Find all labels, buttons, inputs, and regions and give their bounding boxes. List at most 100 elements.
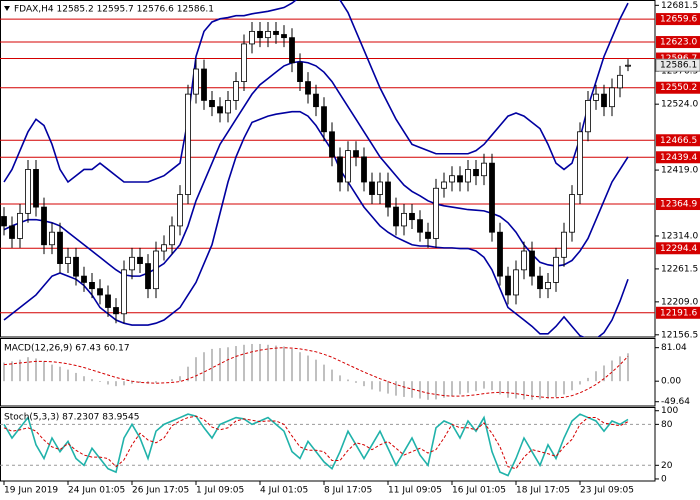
- y-tick-label: 12576.5: [661, 67, 698, 77]
- macd-bar: [627, 353, 629, 382]
- level-label: 12191.6: [660, 308, 697, 318]
- macd-bar: [131, 381, 133, 384]
- y-tick-label: 12209.0: [661, 297, 698, 307]
- y-tick-label: -49.64: [661, 397, 690, 407]
- macd-bar: [99, 381, 101, 383]
- menu-arrow: [4, 6, 10, 11]
- macd-bar: [155, 381, 157, 383]
- candle-body: [617, 74, 623, 89]
- candle-body: [241, 43, 247, 82]
- candle-body: [89, 282, 95, 290]
- y-tick-label: 12261.5: [661, 264, 698, 274]
- macd-bar: [259, 343, 261, 382]
- candle-body: [305, 81, 311, 95]
- candle-body: [289, 37, 295, 64]
- macd-bar: [267, 344, 269, 382]
- candle-body: [353, 150, 359, 158]
- candle-body: [441, 181, 447, 189]
- macd-bar: [35, 358, 37, 382]
- level-label-bg: [656, 36, 700, 49]
- x-tick-label: 24 Jun 01:05: [68, 486, 125, 496]
- macd-bar: [563, 381, 565, 395]
- candle-body: [145, 263, 151, 290]
- candle-body: [545, 282, 551, 290]
- macd-bar: [371, 381, 373, 390]
- candle-body: [73, 256, 79, 277]
- y-tick-label: 80: [661, 420, 673, 430]
- macd-bar: [507, 381, 509, 398]
- macd-bar: [611, 360, 613, 382]
- macd-bar: [403, 381, 405, 397]
- candle-body: [49, 231, 55, 246]
- main-frame: [0, 0, 656, 338]
- macd-bar: [315, 359, 317, 382]
- macd-bar: [387, 381, 389, 394]
- candle-body: [529, 250, 535, 277]
- macd-bar: [523, 381, 525, 400]
- y-tick-label: 20: [661, 461, 673, 471]
- stoch-main: [3, 413, 629, 477]
- candle-body: [249, 30, 255, 45]
- candle-body: [585, 100, 591, 133]
- macd-title: MACD(12,26,9) 67.43 60.17: [4, 344, 130, 354]
- macd-bar: [275, 345, 277, 382]
- candle-body: [273, 30, 279, 35]
- candle-body: [121, 269, 127, 315]
- level-label: 12466.5: [660, 136, 697, 146]
- candle-body: [297, 62, 303, 82]
- macd-bar: [123, 381, 125, 386]
- candle-body: [481, 162, 487, 177]
- candle-body: [433, 187, 439, 239]
- y-tick-label: 81.04: [661, 343, 687, 353]
- level-label-bg: [656, 151, 700, 164]
- level-label-bg: [656, 134, 700, 147]
- macd-bar: [435, 381, 437, 400]
- macd-bar: [467, 381, 469, 393]
- candle-body: [17, 212, 23, 239]
- candle-body: [265, 30, 271, 39]
- level-label-bg: [656, 81, 700, 94]
- macd-bar: [355, 381, 357, 383]
- macd-bar: [51, 364, 53, 382]
- candle-body: [65, 256, 71, 264]
- x-tick-label: 19 Jun 2019: [4, 486, 58, 496]
- macd-bar: [603, 365, 605, 382]
- candle-body: [401, 212, 407, 227]
- macd-bar: [587, 377, 589, 382]
- last-price-bg: [655, 58, 700, 72]
- candle-body: [425, 231, 431, 239]
- macd-bar: [379, 381, 381, 392]
- candle-body: [41, 206, 47, 246]
- stoch-signal: [3, 415, 629, 470]
- macd-bar: [499, 381, 501, 395]
- candle-body: [449, 175, 455, 183]
- macd-bar: [211, 348, 213, 382]
- macd-bar: [547, 381, 549, 399]
- candle-body: [113, 307, 119, 315]
- candle-body: [345, 150, 351, 183]
- macd-bar: [619, 356, 621, 382]
- candle-body: [609, 87, 615, 108]
- macd-bar: [67, 369, 69, 382]
- macd-bar: [555, 381, 557, 397]
- macd-bar: [475, 381, 477, 392]
- candle-body: [137, 256, 143, 264]
- candle-body: [201, 68, 207, 101]
- candle-body: [505, 275, 511, 296]
- macd-bar: [539, 381, 541, 400]
- candle-body: [497, 231, 503, 277]
- candle-body: [233, 81, 239, 101]
- candle-body: [153, 250, 159, 290]
- macd-bar: [59, 366, 61, 382]
- candle-body: [361, 156, 367, 183]
- macd-bar: [483, 381, 485, 389]
- candle-body: [561, 231, 567, 258]
- macd-bar: [419, 381, 421, 399]
- candle-body: [257, 30, 263, 39]
- candle-body: [313, 93, 319, 108]
- macd-bar: [299, 352, 301, 382]
- macd-bar: [75, 372, 77, 382]
- level-label-bg: [656, 306, 700, 319]
- stoch-title: Stoch(5,3,3) 87.2307 83.9545: [4, 413, 139, 423]
